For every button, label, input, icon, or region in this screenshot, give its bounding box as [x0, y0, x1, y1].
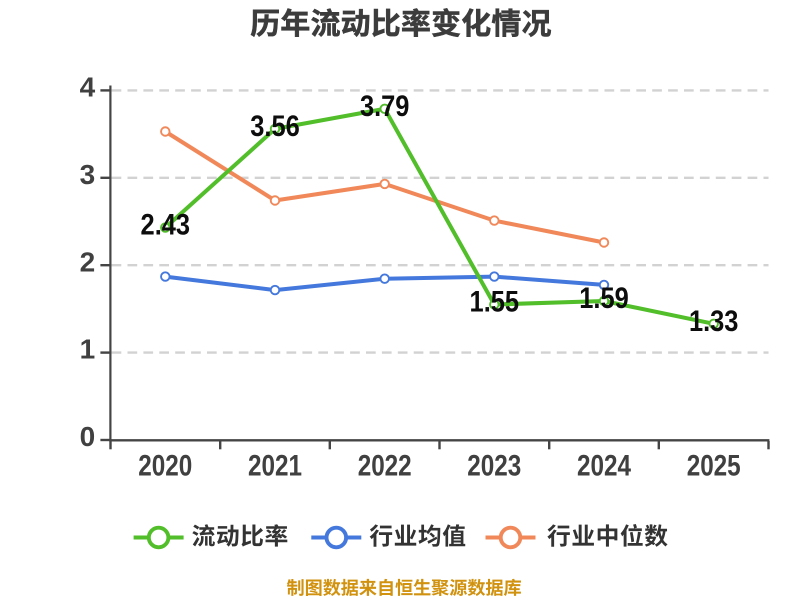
svg-text:1: 1 [80, 334, 96, 365]
svg-text:3.79: 3.79 [360, 90, 410, 123]
svg-text:1.59: 1.59 [579, 282, 629, 315]
svg-text:2.43: 2.43 [141, 209, 191, 242]
svg-text:1.33: 1.33 [689, 305, 739, 338]
svg-text:2025: 2025 [687, 450, 741, 483]
svg-text:0: 0 [80, 421, 96, 452]
svg-text:2023: 2023 [467, 450, 521, 483]
svg-text:1.55: 1.55 [470, 286, 520, 319]
svg-text:2022: 2022 [358, 450, 412, 483]
svg-text:4: 4 [80, 72, 96, 103]
svg-text:3: 3 [80, 159, 96, 190]
svg-text:2: 2 [80, 246, 96, 277]
svg-text:2021: 2021 [248, 450, 302, 483]
svg-text:3.56: 3.56 [250, 110, 300, 143]
svg-text:2024: 2024 [577, 450, 631, 483]
svg-text:2020: 2020 [138, 450, 192, 483]
